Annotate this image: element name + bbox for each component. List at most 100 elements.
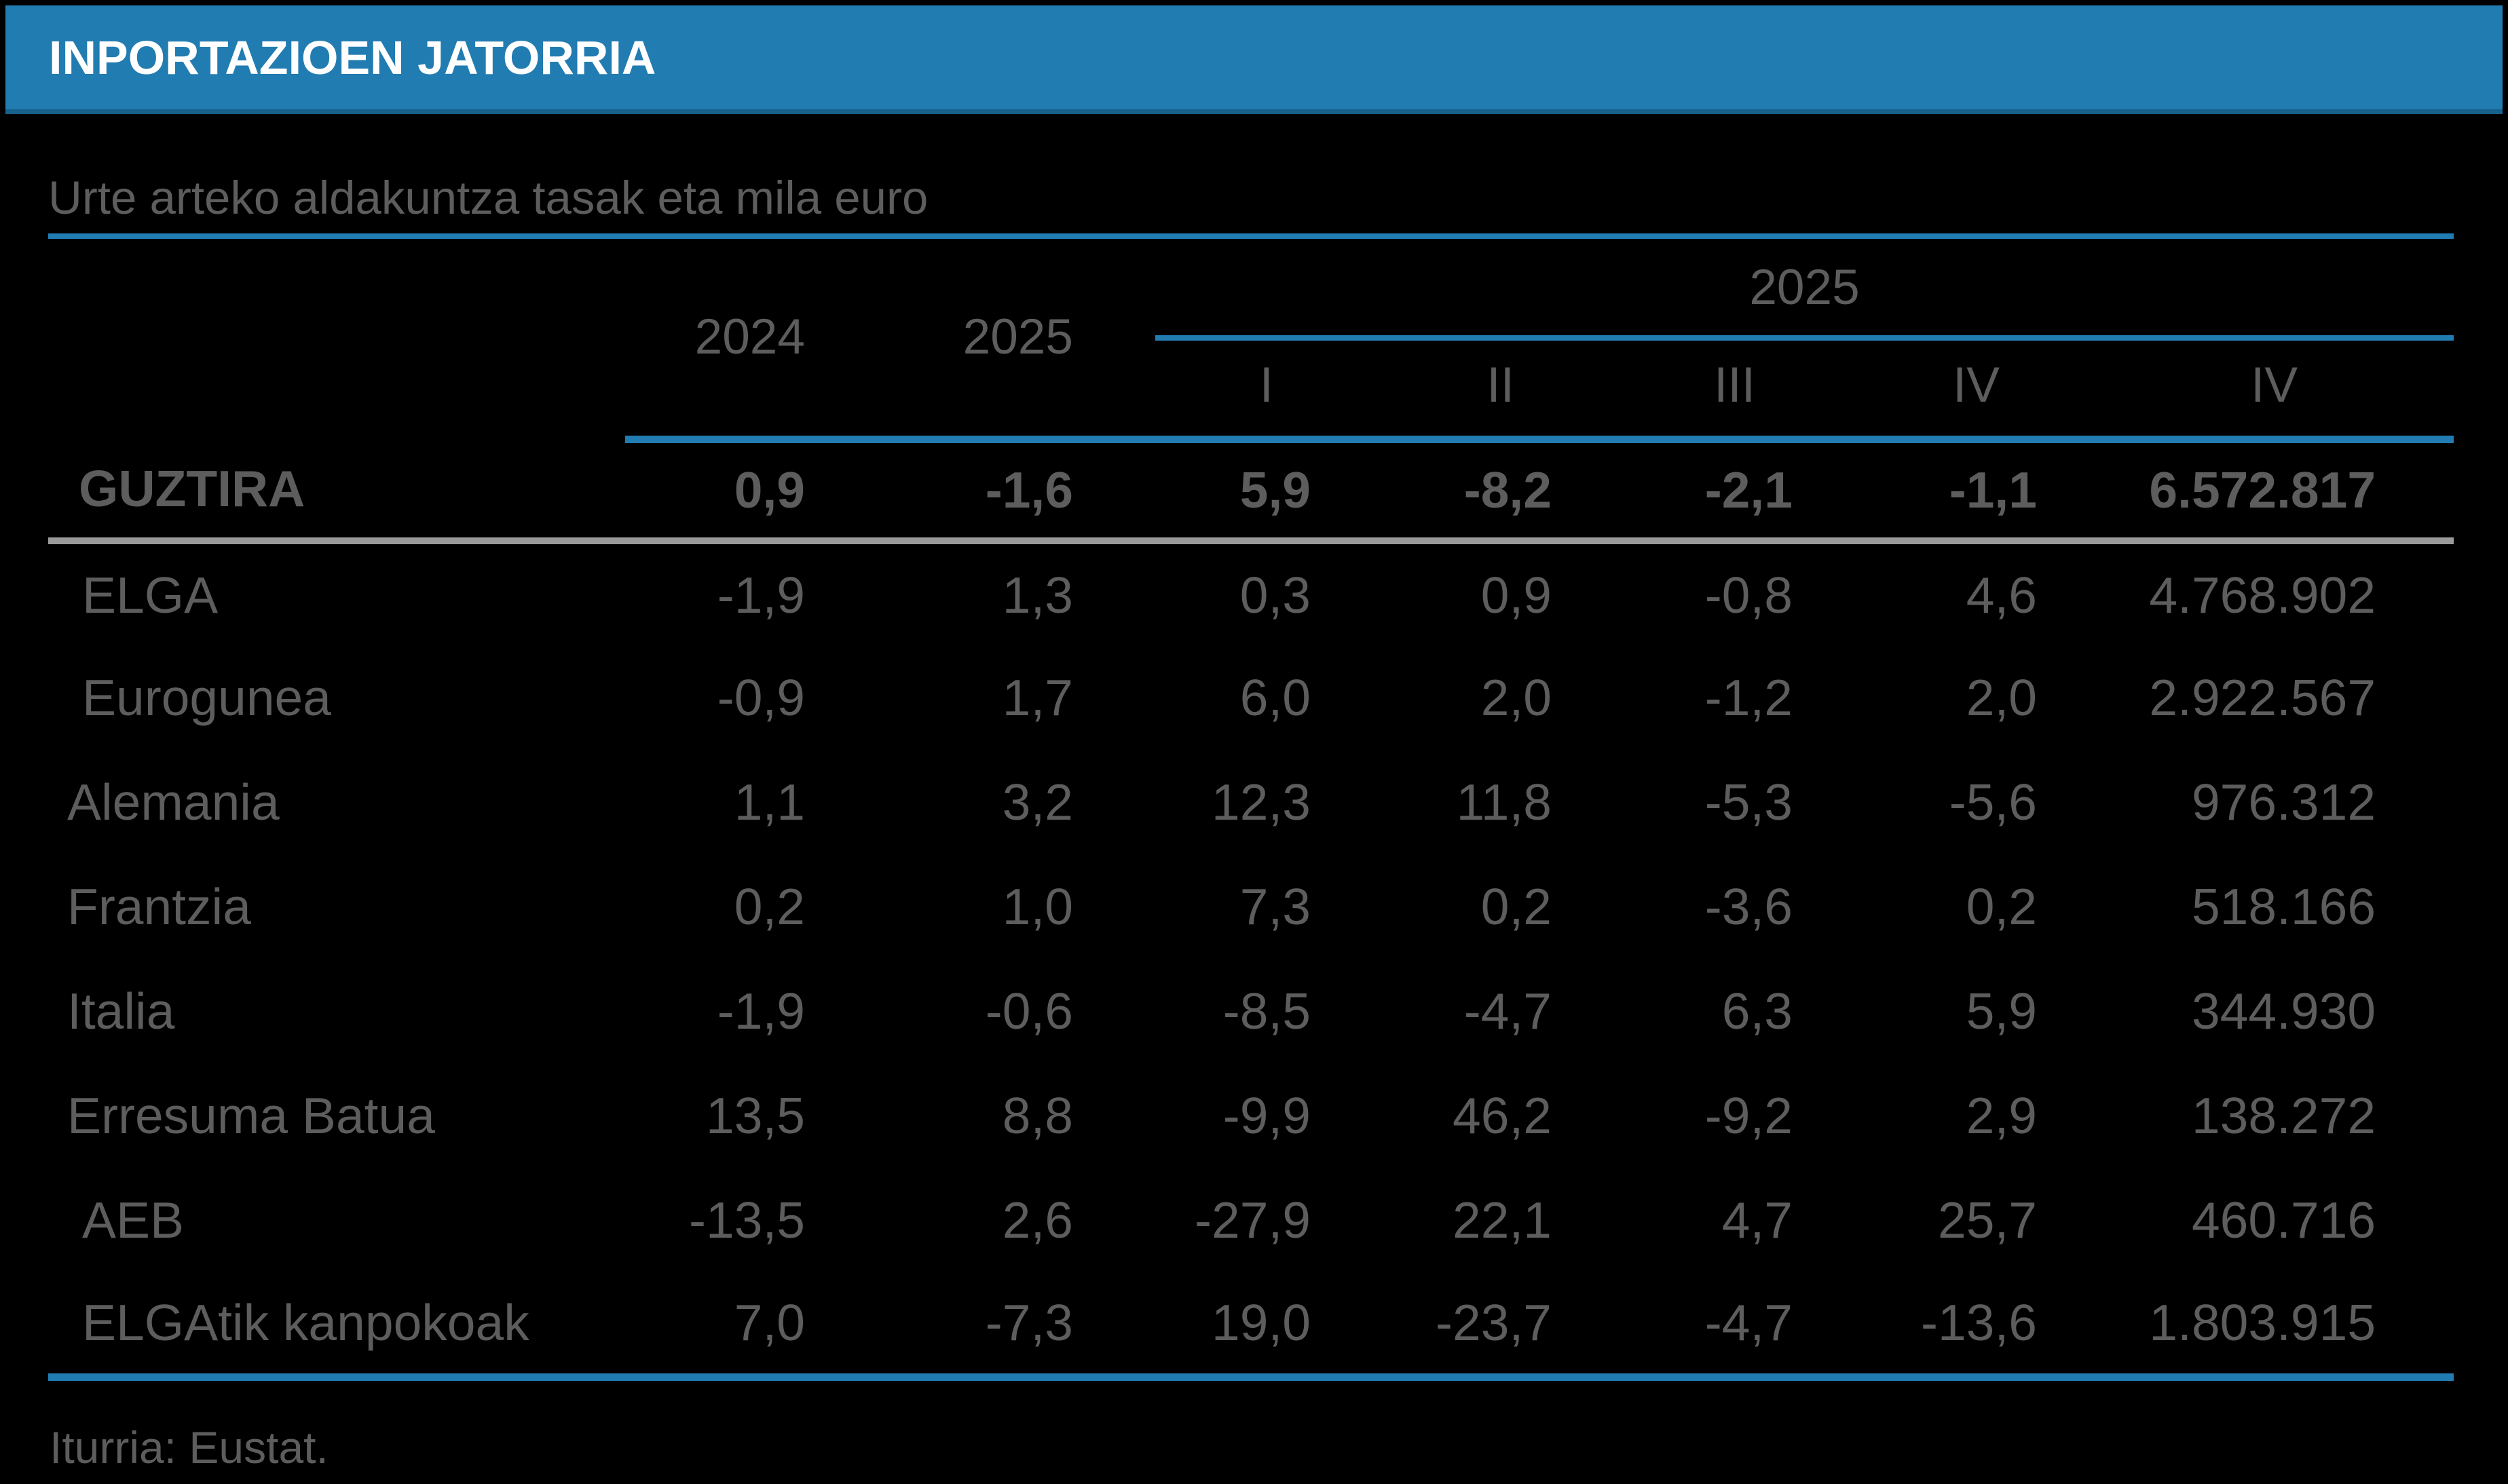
cell-value: 1,7	[1002, 669, 1073, 726]
header-row-quarters: I II III IV IV	[48, 335, 2454, 443]
cell-value: 6,0	[1239, 669, 1311, 726]
column-header-q2: II	[1341, 335, 1582, 443]
cell-value: -1,2	[1704, 669, 1793, 726]
cell-value: 0,2	[1480, 878, 1552, 935]
table-header: 2024 2025 2025 I II III IV IV	[48, 239, 2454, 443]
table-row: Frantzia 0,2 1,0 7,3 0,2 -3,6 0,2 518.166	[48, 854, 2454, 959]
row-label: GUZTIRA	[79, 459, 305, 517]
cell-value: -13,5	[689, 1192, 805, 1249]
cell-value: 8,8	[1002, 1087, 1073, 1144]
cell-value: -4,7	[1704, 1294, 1793, 1352]
cell-value: 4,6	[1966, 566, 2037, 624]
cell-value: -1,6	[985, 461, 1073, 519]
header-row-group: 2024 2025 2025	[48, 239, 2454, 443]
cell-value: -0,9	[717, 669, 805, 726]
page-title: INPORTAZIOEN JATORRIA	[49, 31, 656, 84]
cell-value: 0,2	[734, 878, 805, 935]
cell-value: 2,9	[1966, 1087, 2037, 1144]
row-label: ELGA	[82, 566, 219, 624]
cell-value: 19,0	[1212, 1294, 1311, 1352]
cell-value: -5,3	[1704, 774, 1793, 831]
cell-value: -0,8	[1704, 566, 1793, 624]
cell-value: -1,9	[717, 983, 805, 1040]
row-label: ELGAtik kanpokoak	[82, 1294, 529, 1352]
cell-value: 11,8	[1456, 774, 1552, 831]
column-header-q1: I	[1104, 335, 1341, 443]
table-subtitle: Urte arteko aldakuntza tasak eta mila eu…	[48, 172, 929, 224]
cell-value: 1.803.915	[2149, 1294, 2376, 1352]
cell-value: 7,0	[734, 1294, 805, 1352]
imports-origin-table: 2024 2025 2025 I II III IV IV GUZTIRA 0,9…	[48, 239, 2454, 1381]
column-header-2024: 2024	[625, 239, 836, 443]
cell-value: -23,7	[1436, 1294, 1552, 1352]
cell-value: 12,3	[1212, 774, 1311, 831]
row-label: AEB	[82, 1192, 185, 1249]
cell-value: 2.922.567	[2149, 669, 2376, 726]
cell-value: 22,1	[1453, 1192, 1552, 1249]
cell-value: -1,1	[1949, 461, 2037, 519]
cell-value: -5,6	[1949, 774, 2037, 831]
cell-value: 976.312	[2191, 774, 2376, 831]
cell-value: 0,2	[1966, 878, 2037, 935]
cell-value: -8,2	[1463, 461, 1552, 519]
table-row: Erresuma Batua 13,5 8,8 -9,9 46,2 -9,2 2,9 138.…	[48, 1063, 2454, 1168]
column-header-q3: III	[1582, 335, 1823, 443]
cell-value: 4,7	[1721, 1192, 1793, 1249]
cell-value: 13,5	[706, 1087, 805, 1144]
cell-value: 25,7	[1938, 1192, 2037, 1249]
subtitle-underline	[48, 233, 2454, 239]
cell-value: 7,3	[1239, 878, 1311, 935]
row-label: Frantzia	[67, 878, 251, 935]
table-row: ELGA -1,9 1,3 0,3 0,9 -0,8 4,6 4.768.902	[48, 541, 2454, 645]
title-bar: INPORTAZIOEN JATORRIA	[5, 5, 2503, 114]
cell-value: 2,0	[1480, 669, 1552, 726]
table-row: ELGAtik kanpokoak 7,0 -7,3 19,0 -23,7 -4,7 -13…	[48, 1272, 2454, 1377]
cell-value: 344.930	[2191, 983, 2376, 1040]
cell-value: -4,7	[1463, 983, 1552, 1040]
cell-value: 460.716	[2191, 1192, 2376, 1249]
label-column-header	[48, 239, 625, 439]
cell-value: -7,3	[985, 1294, 1073, 1352]
cell-value: -27,9	[1195, 1192, 1311, 1249]
cell-value: 1,1	[734, 774, 805, 831]
cell-value: 4.768.902	[2149, 566, 2376, 624]
cell-value: 6.572.817	[2149, 461, 2376, 519]
cell-value: -13,6	[1921, 1294, 2037, 1352]
quarter-group-underline	[1155, 335, 2454, 341]
cell-value: 46,2	[1453, 1087, 1552, 1144]
cell-value: 5,9	[1239, 461, 1311, 519]
table-row: AEB -13,5 2,6 -27,9 22,1 4,7 25,7 460.716	[48, 1168, 2454, 1272]
source-note: Iturria: Eustat.	[50, 1422, 329, 1472]
table-row: Alemania 1,1 3,2 12,3 11,8 -5,3 -5,6 976.312	[48, 750, 2454, 854]
cell-value: 2,0	[1966, 669, 2037, 726]
cell-value: 518.166	[2191, 878, 2376, 935]
column-header-q4: IV	[1823, 335, 2067, 443]
column-header-q4-value: IV	[2067, 335, 2454, 443]
cell-value: 2,6	[1002, 1192, 1073, 1249]
cell-value: 6,3	[1721, 983, 1793, 1040]
cell-value: -3,6	[1704, 878, 1793, 935]
quarter-group-header-2025: 2025	[1749, 259, 1860, 315]
row-label: Italia	[67, 983, 175, 1040]
cell-value: 1,3	[1002, 566, 1073, 624]
cell-value: 5,9	[1966, 983, 2037, 1040]
row-label: Erresuma Batua	[67, 1087, 435, 1144]
table-row: Eurogunea -0,9 1,7 6,0 2,0 -1,2 2,0 2.922.567	[48, 645, 2454, 750]
cell-value: 1,0	[1002, 878, 1073, 935]
row-label: Alemania	[67, 774, 280, 831]
cell-value: -2,1	[1704, 461, 1793, 519]
table-row: GUZTIRA 0,9 -1,6 5,9 -8,2 -2,1 -1,1 6.572.817	[48, 439, 2454, 541]
column-header-2025: 2025	[836, 239, 1104, 443]
cell-value: -8,5	[1222, 983, 1311, 1040]
cell-value: -9,9	[1222, 1087, 1311, 1144]
table-row: Italia -1,9 -0,6 -8,5 -4,7 6,3 5,9 344.930	[48, 959, 2454, 1063]
cell-value: 3,2	[1002, 774, 1073, 831]
cell-value: -0,6	[985, 983, 1073, 1040]
cell-value: 0,9	[734, 461, 805, 519]
row-label: Eurogunea	[82, 669, 331, 726]
cell-value: 138.272	[2191, 1087, 2376, 1144]
cell-value: -9,2	[1704, 1087, 1793, 1144]
cell-value: 0,3	[1239, 566, 1311, 624]
cell-value: -1,9	[717, 566, 805, 624]
